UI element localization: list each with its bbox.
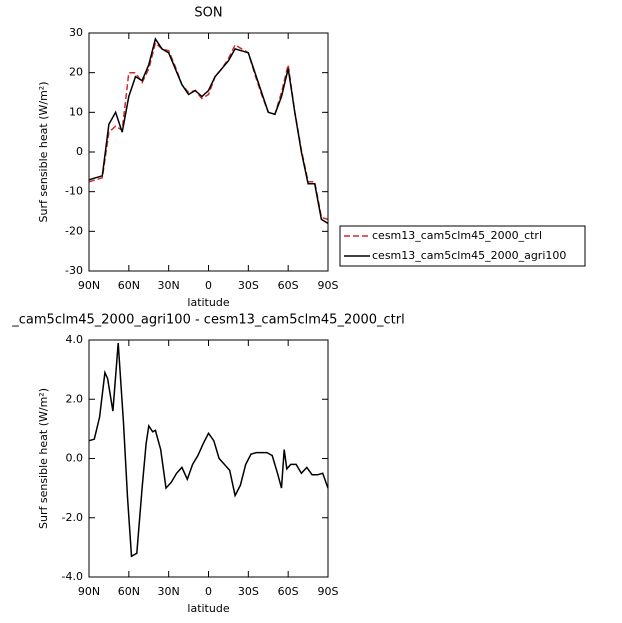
- y-tick-label: -10: [65, 185, 83, 198]
- x-tick-label: 90N: [78, 585, 100, 598]
- y-axis-label: Surf sensible heat (W/m²): [37, 82, 50, 223]
- data-line: [88, 41, 329, 221]
- data-line: [88, 37, 329, 225]
- chart-title: _cam5clm45_2000_agri100 - cesm13_cam5clm…: [11, 313, 404, 328]
- y-tick-label: 0.0: [66, 452, 84, 465]
- x-axis-label: latitude: [187, 602, 229, 615]
- y-tick-label: 10: [69, 105, 83, 118]
- y-tick-label: 2.0: [66, 392, 84, 405]
- y-tick-label: -2.0: [62, 511, 83, 524]
- x-tick-label: 30S: [238, 585, 259, 598]
- chart-title: SON: [194, 6, 222, 21]
- x-axis-label: latitude: [187, 296, 229, 309]
- y-tick-label: 0: [76, 145, 83, 158]
- x-tick-label: 90S: [318, 279, 339, 292]
- y-tick-label: 20: [69, 66, 83, 79]
- x-tick-label: 90N: [78, 279, 100, 292]
- x-tick-label: 0: [205, 585, 212, 598]
- x-tick-label: 60N: [118, 585, 140, 598]
- y-tick-label: -30: [65, 264, 83, 277]
- x-tick-label: 30S: [238, 279, 259, 292]
- y-axis-label: Surf sensible heat (W/m²): [37, 388, 50, 529]
- plot-frame: [88, 32, 329, 272]
- x-tick-label: 60N: [118, 279, 140, 292]
- data-line: [88, 342, 329, 558]
- legend-label: cesm13_cam5clm45_2000_ctrl: [372, 229, 542, 242]
- y-tick-label: 4.0: [66, 333, 84, 346]
- x-tick-label: 0: [205, 279, 212, 292]
- x-tick-label: 60S: [278, 585, 299, 598]
- x-tick-label: 30N: [158, 585, 180, 598]
- x-tick-label: 60S: [278, 279, 299, 292]
- y-tick-label: 30: [69, 26, 83, 39]
- y-tick-label: -4.0: [62, 570, 83, 583]
- legend-box: [339, 225, 586, 267]
- x-tick-label: 90S: [318, 585, 339, 598]
- plot-frame: [88, 339, 329, 578]
- y-tick-label: -20: [65, 224, 83, 237]
- legend-label: cesm13_cam5clm45_2000_agri100: [372, 249, 566, 262]
- x-tick-label: 30N: [158, 279, 180, 292]
